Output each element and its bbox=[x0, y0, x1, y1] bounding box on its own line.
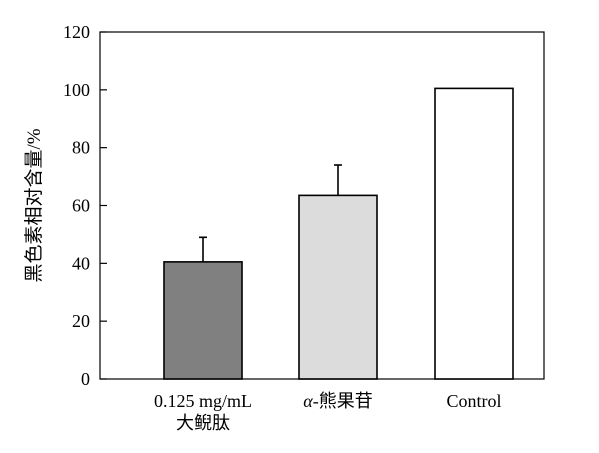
x-tick-label-line: Control bbox=[446, 391, 501, 411]
y-axis: 0 20 40 60 80 100 120 bbox=[63, 22, 107, 389]
x-tick-label-line: 0.125 mg/mL bbox=[154, 391, 252, 411]
x-tick-label-line: 大鲵肽 bbox=[176, 413, 230, 433]
plot-area: 0 20 40 60 80 100 120 0.125 mg/mL 大鲵肽 α-熊果苷 Contr… bbox=[63, 22, 545, 433]
y-axis-label: 黑色素相对含量/% bbox=[23, 128, 45, 282]
error-bars bbox=[199, 164, 342, 262]
y-tick-label: 40 bbox=[72, 253, 90, 273]
y-tick-label: 20 bbox=[72, 311, 90, 331]
y-tick-label: 60 bbox=[72, 196, 90, 216]
bars bbox=[163, 87, 514, 380]
x-axis: 0.125 mg/mL 大鲵肽 α-熊果苷 Control bbox=[154, 372, 502, 433]
x-tick-label-line: α-熊果苷 bbox=[303, 391, 372, 411]
x-tick-label: α-熊果苷 bbox=[303, 391, 372, 411]
y-tick-label: 0 bbox=[81, 369, 90, 389]
bar bbox=[298, 194, 378, 380]
bar bbox=[163, 261, 243, 380]
x-tick-label: 0.125 mg/mL 大鲵肽 bbox=[154, 391, 252, 433]
bar bbox=[434, 87, 514, 380]
x-tick-label: Control bbox=[446, 391, 501, 411]
y-tick-label: 100 bbox=[63, 80, 90, 100]
alpha-symbol: α bbox=[303, 391, 313, 411]
y-tick-label: 120 bbox=[63, 22, 90, 42]
y-tick-label: 80 bbox=[72, 138, 90, 158]
x-tick-label-rest: -熊果苷 bbox=[313, 391, 373, 411]
